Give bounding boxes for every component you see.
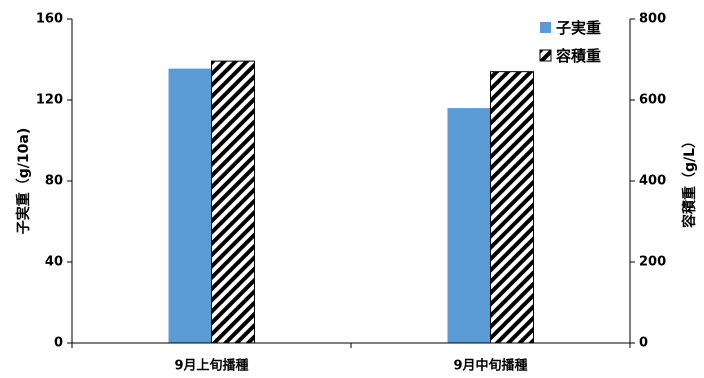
left-tick-label: 80 [45, 174, 63, 189]
legend-swatch-series-1 [540, 22, 551, 33]
bar-series-1-2 [447, 108, 491, 343]
left-tick-label: 160 [36, 12, 63, 27]
bar-series-2-1 [211, 60, 255, 344]
bars-layer [168, 60, 534, 344]
bar-series-2-2 [490, 71, 534, 344]
x-category-label: 9月上旬播種 [174, 358, 248, 374]
right-y-axis-title: 容積重（g/L） [681, 134, 698, 229]
right-tick-label: 0 [639, 336, 648, 351]
right-tick-label: 600 [639, 93, 666, 108]
legend-swatch-series-2 [539, 49, 552, 62]
right-tick-label: 800 [639, 12, 666, 27]
right-tick-label: 200 [639, 255, 666, 270]
legend-label-series-1: 子実重 [556, 19, 601, 37]
ticks-layer: 0 40 80 120 160 0 200 400 600 800 9月上旬播種 9月中旬播種 [36, 12, 666, 374]
left-tick-label: 120 [36, 93, 63, 108]
bar-series-1-1 [168, 68, 212, 344]
left-tick-label: 40 [45, 255, 63, 270]
x-category-label: 9月中旬播種 [453, 358, 527, 374]
left-y-axis-title: 子実重（g/10a) [15, 128, 32, 234]
legend: 子実重 容積重 [539, 19, 601, 65]
legend-label-series-2: 容積重 [555, 47, 601, 65]
left-tick-label: 0 [54, 336, 63, 351]
right-tick-label: 400 [639, 174, 666, 189]
